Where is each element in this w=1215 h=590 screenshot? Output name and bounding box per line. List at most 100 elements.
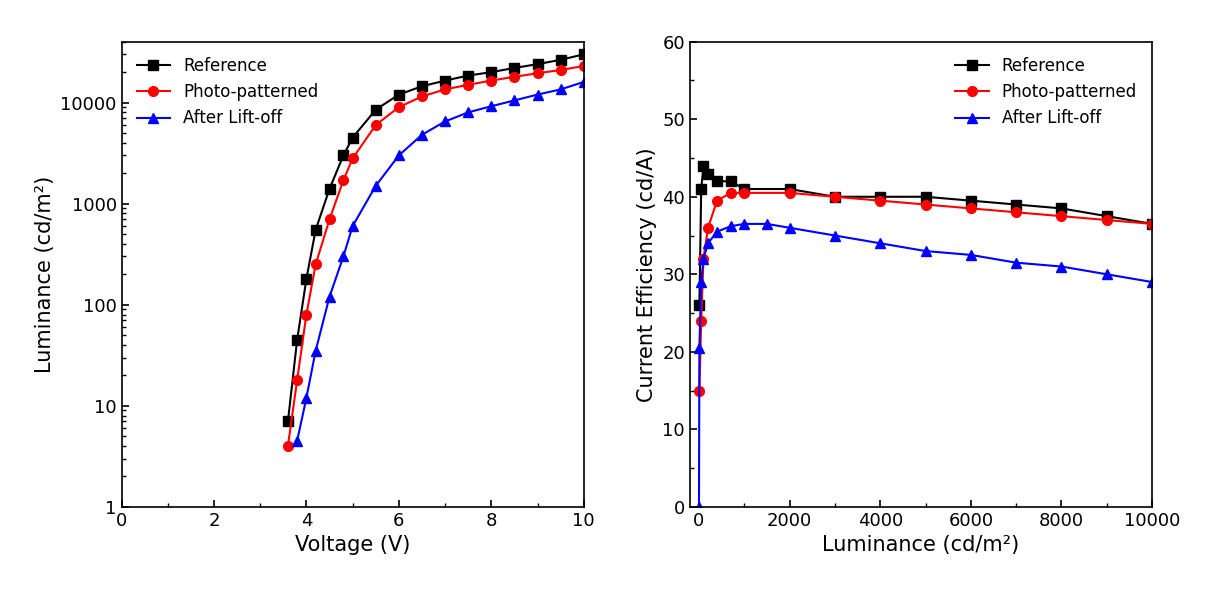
Reference [281, 418, 295, 425]
Photo-patterned [963, 205, 978, 212]
Photo-patterned [723, 189, 738, 196]
Reference [1055, 205, 1069, 212]
After Lift-off [553, 86, 567, 93]
After Lift-off [691, 503, 706, 510]
Photo-patterned [827, 194, 842, 201]
After Lift-off [738, 220, 752, 227]
Photo-patterned [437, 86, 452, 93]
Line: After Lift-off: After Lift-off [293, 77, 588, 445]
Reference [391, 91, 406, 98]
After Lift-off [1008, 259, 1023, 266]
Photo-patterned [1055, 212, 1069, 219]
Legend: Reference, Photo-patterned, After Lift-off: Reference, Photo-patterned, After Lift-o… [949, 50, 1143, 134]
After Lift-off [507, 97, 521, 104]
After Lift-off [290, 437, 305, 444]
Photo-patterned [484, 77, 498, 84]
After Lift-off [701, 240, 716, 247]
After Lift-off [460, 109, 475, 116]
Photo-patterned [530, 70, 544, 77]
Photo-patterned [782, 189, 797, 196]
Photo-patterned [391, 104, 406, 111]
After Lift-off [576, 78, 590, 86]
Photo-patterned [299, 311, 313, 318]
Reference [1145, 220, 1159, 227]
Reference [696, 162, 711, 169]
After Lift-off [437, 118, 452, 125]
Photo-patterned [701, 224, 716, 231]
After Lift-off [391, 152, 406, 159]
After Lift-off [1100, 271, 1114, 278]
Line: After Lift-off: After Lift-off [694, 219, 1157, 512]
Photo-patterned [322, 216, 337, 223]
Reference [507, 64, 521, 71]
Y-axis label: Current Efficiency (cd/A): Current Efficiency (cd/A) [637, 147, 657, 402]
After Lift-off [872, 240, 887, 247]
After Lift-off [309, 348, 323, 355]
Reference [919, 194, 933, 201]
After Lift-off [693, 345, 707, 352]
Photo-patterned [368, 122, 383, 129]
Reference [322, 185, 337, 192]
Reference [701, 170, 716, 177]
After Lift-off [827, 232, 842, 239]
Reference [710, 178, 724, 185]
Reference [345, 134, 360, 141]
Photo-patterned [872, 197, 887, 204]
Reference [827, 194, 842, 201]
After Lift-off [322, 293, 337, 300]
Line: Reference: Reference [695, 161, 1157, 310]
Photo-patterned [738, 189, 752, 196]
Reference [337, 152, 351, 159]
Photo-patterned [919, 201, 933, 208]
Photo-patterned [290, 376, 305, 384]
Y-axis label: Luminance (cd/m²): Luminance (cd/m²) [35, 176, 55, 373]
Photo-patterned [414, 93, 429, 100]
Reference [368, 106, 383, 113]
Reference [872, 194, 887, 201]
X-axis label: Luminance (cd/m²): Luminance (cd/m²) [823, 535, 1019, 555]
After Lift-off [530, 91, 544, 98]
Reference [694, 185, 708, 192]
Photo-patterned [696, 255, 711, 263]
After Lift-off [696, 255, 711, 263]
Photo-patterned [693, 387, 707, 394]
Reference [414, 83, 429, 90]
Line: Photo-patterned: Photo-patterned [283, 61, 588, 451]
Reference [299, 276, 313, 283]
After Lift-off [414, 131, 429, 138]
Line: Reference: Reference [283, 50, 588, 427]
Photo-patterned [1100, 217, 1114, 224]
Legend: Reference, Photo-patterned, After Lift-off: Reference, Photo-patterned, After Lift-o… [130, 50, 326, 134]
Reference [1100, 212, 1114, 219]
After Lift-off [337, 253, 351, 260]
Photo-patterned [694, 317, 708, 324]
Reference [290, 336, 305, 343]
After Lift-off [782, 224, 797, 231]
Photo-patterned [460, 81, 475, 88]
After Lift-off [723, 222, 738, 230]
After Lift-off [368, 182, 383, 189]
Reference [693, 301, 707, 309]
Reference [309, 227, 323, 234]
After Lift-off [345, 222, 360, 230]
After Lift-off [1055, 263, 1069, 270]
After Lift-off [963, 251, 978, 258]
After Lift-off [759, 220, 774, 227]
X-axis label: Voltage (V): Voltage (V) [295, 535, 411, 555]
Photo-patterned [507, 73, 521, 80]
After Lift-off [710, 228, 724, 235]
Photo-patterned [553, 67, 567, 74]
Photo-patterned [576, 63, 590, 70]
Reference [738, 185, 752, 192]
Photo-patterned [281, 442, 295, 450]
After Lift-off [484, 103, 498, 110]
Reference [723, 178, 738, 185]
Line: Photo-patterned: Photo-patterned [695, 188, 1157, 395]
Reference [460, 72, 475, 79]
Reference [553, 56, 567, 63]
After Lift-off [299, 394, 313, 401]
Reference [530, 61, 544, 68]
After Lift-off [1145, 278, 1159, 286]
Reference [437, 77, 452, 84]
After Lift-off [919, 247, 933, 254]
